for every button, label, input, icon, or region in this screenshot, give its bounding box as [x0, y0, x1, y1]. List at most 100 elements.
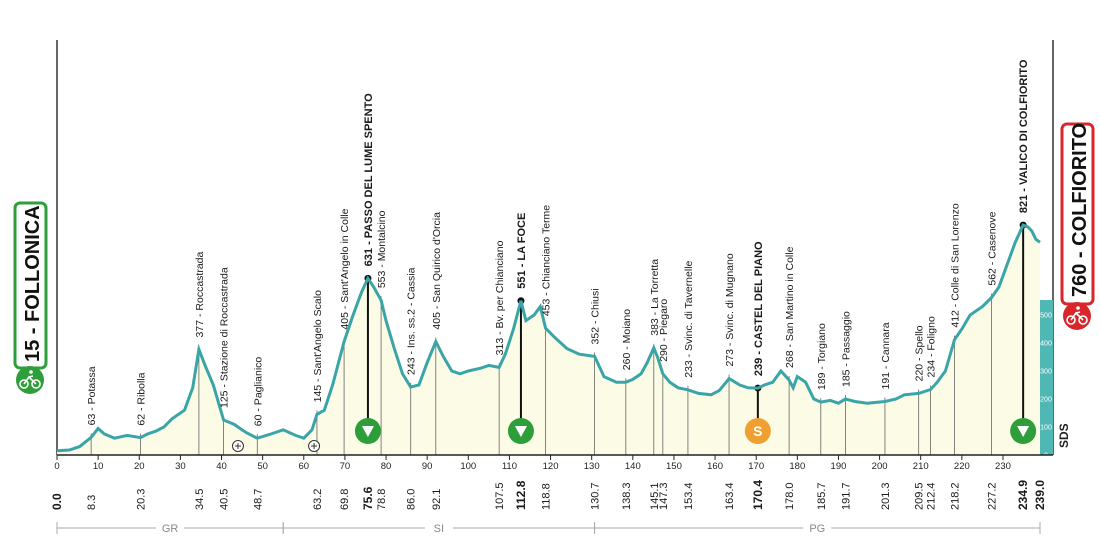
place-label: 551 - LA FOCE	[516, 213, 528, 289]
start-badge: 15 - FOLLONICA	[13, 201, 48, 394]
place-label: 260 - Moiano	[621, 309, 633, 370]
y-tick-label: 400	[1040, 341, 1052, 348]
km-label: 170.4	[751, 480, 765, 510]
x-tick-label: 60	[298, 461, 309, 472]
region-label: GR	[162, 523, 179, 535]
km-label: 209.5	[914, 482, 926, 510]
x-tick-label: 160	[707, 461, 723, 472]
x-tick-label: 170	[748, 461, 764, 472]
x-tick-label: 140	[625, 461, 641, 472]
place-label: 377 - Roccastrada	[194, 251, 206, 337]
x-tick-label: 200	[872, 461, 888, 472]
place-label: 191 - Cannara	[880, 322, 892, 389]
y-tick-band	[1040, 300, 1053, 455]
y-tick-label: 100	[1040, 425, 1052, 432]
x-tick-label: 100	[460, 461, 476, 472]
sds-label: SDS	[1057, 423, 1071, 448]
place-label: 145 - Sant'Angelo Scalo	[312, 290, 324, 402]
region-brackets: GR SI PG	[56, 520, 1041, 536]
triangle-down-icon	[1017, 426, 1030, 437]
x-tick-label: 70	[340, 461, 351, 472]
start-label: 15 - FOLLONICA	[22, 205, 44, 362]
x-tick-label: 50	[257, 461, 268, 472]
sprint-marker	[744, 418, 771, 444]
km-label: 227.2	[986, 482, 998, 510]
km-label: 145.1	[649, 482, 661, 510]
place-label: 268 - San Martino in Colle	[784, 246, 796, 368]
x-tick-label: 120	[543, 461, 559, 472]
km-label: 212.4	[926, 482, 938, 510]
km-label: 118.8	[541, 483, 553, 510]
annotation-guides	[90, 221, 1027, 455]
km-label: 78.8	[376, 489, 388, 510]
km-label: 185.7	[816, 482, 828, 510]
finish-label: 760 - COLFIORITO	[1069, 123, 1091, 297]
place-label: 239 - CASTEL DEL PIANO	[753, 241, 765, 376]
km-label: 201.3	[880, 482, 892, 510]
finish-badge: 760 - COLFIORITO	[1060, 122, 1095, 330]
place-annotations: 63 - Potassa 62 - Ribolla 377 - Roccastrad…	[86, 59, 1030, 426]
place-label: 290 - Piegaro	[658, 299, 670, 362]
place-label: 453 - Chianciano Terme	[541, 205, 553, 316]
feed-zone-markers	[231, 440, 321, 452]
letter-s-icon: S	[753, 423, 762, 439]
elevation-line	[56, 223, 1041, 453]
km-label: 48.7	[252, 489, 264, 510]
x-tick-label: 110	[502, 461, 517, 472]
km-label: 107.5	[494, 482, 506, 510]
km-label: 92.1	[431, 489, 443, 510]
start-cyclist-icon	[16, 366, 44, 394]
km-label: 239.0	[1033, 480, 1047, 510]
elevation-area	[57, 225, 1040, 455]
x-tick-label: 80	[381, 461, 392, 472]
km-label: 20.3	[135, 489, 147, 510]
place-label: 63 - Potassa	[86, 366, 98, 425]
x-tick-label: 0	[54, 461, 59, 472]
place-label: 62 - Ribolla	[135, 372, 147, 425]
finish-cyclist-icon	[1063, 302, 1091, 330]
x-tick-label: 190	[831, 461, 847, 472]
place-label: 405 - Sant'Angelo in Colle	[339, 208, 351, 329]
place-label: 562 - Casenove	[986, 211, 998, 285]
x-tick-label: 220	[954, 461, 970, 472]
y-tick-label: 500	[1040, 313, 1052, 320]
place-label: 189 - Torgiano	[816, 323, 828, 390]
km-label: 0.0	[50, 493, 64, 510]
km-label: 69.8	[339, 489, 351, 510]
x-tick-label: 180	[789, 461, 805, 472]
km-label: 75.6	[361, 486, 375, 510]
km-label: 191.7	[840, 482, 852, 510]
region-label: PG	[809, 523, 825, 535]
place-label: 821 - VALICO DI COLFIORITO	[1018, 59, 1030, 213]
km-label: 234.9	[1016, 480, 1030, 510]
km-label: 34.5	[194, 489, 206, 510]
place-label: 553 - Montalcino	[376, 210, 388, 288]
climb-sprint-markers: S	[354, 418, 1037, 444]
x-tick-label: 30	[175, 461, 186, 472]
place-label: 243 - Ins. ss.2 - Cassia	[406, 267, 418, 375]
km-label: 112.8	[514, 480, 528, 510]
place-label: 220 - Spello	[914, 325, 926, 381]
triangle-down-icon	[361, 426, 374, 437]
x-tick-label: 10	[93, 461, 104, 472]
km-label: 8.3	[86, 495, 98, 510]
place-label: 233 - Svinc. di Tavernelle	[683, 260, 695, 377]
x-axis-ticks: 0 10 20 30 40 50 60 70 80 90 100 110 120 130 140 150 160…	[54, 455, 1011, 472]
km-label: 40.5	[219, 489, 231, 510]
region-label: SI	[434, 523, 444, 535]
triangle-down-icon	[514, 426, 527, 437]
place-label: 273 - Svinc. di Mugnano	[724, 253, 736, 366]
place-label: 405 - San Quirico d'Orcia	[431, 212, 443, 330]
place-label: 412 - Colle di San Lorenzo	[949, 203, 961, 327]
y-tick-labels: 500 400 300 200 100 0	[1040, 313, 1052, 460]
x-tick-label: 40	[216, 461, 227, 472]
place-label: 383 - La Torretta	[649, 259, 661, 336]
place-label: 313 - Bv. per Chianciano	[494, 240, 506, 355]
place-label: 631 - PASSO DEL LUME SPENTO	[363, 93, 375, 266]
km-label: 178.0	[784, 482, 796, 510]
km-label: 153.4	[683, 482, 695, 510]
x-tick-label: 90	[422, 461, 433, 472]
km-label: 86.0	[406, 489, 418, 510]
km-label: 130.7	[590, 482, 602, 510]
place-label: 125 - Stazione di Roccastrada	[219, 267, 231, 408]
